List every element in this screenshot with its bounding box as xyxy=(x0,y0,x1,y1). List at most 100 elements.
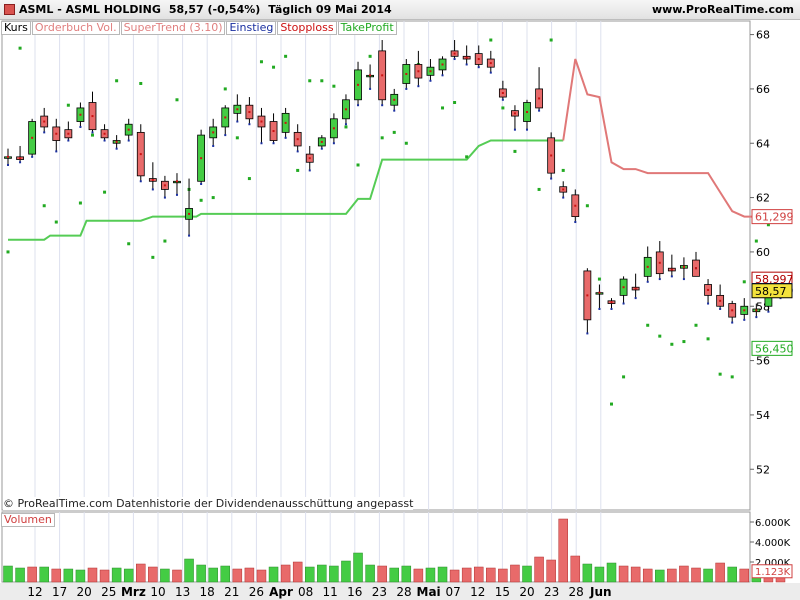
takeprofit-dot xyxy=(356,163,360,167)
stoploss-marker xyxy=(719,299,722,302)
entry-marker xyxy=(357,104,360,107)
y-tick-label: 54 xyxy=(756,409,770,422)
volume-tick-label: 6.000K xyxy=(755,518,791,529)
stoploss-marker xyxy=(429,70,432,73)
entry-marker xyxy=(139,180,142,183)
x-tick-label: 28 xyxy=(569,585,584,599)
stoploss-marker xyxy=(91,115,94,118)
legend-supertrend[interactable]: SuperTrend (3.10) xyxy=(120,21,226,35)
stoploss-marker xyxy=(332,127,335,130)
stoploss-marker xyxy=(344,108,347,111)
x-tick-label: 20 xyxy=(519,585,534,599)
volume-tick-label: 2.000K xyxy=(755,558,791,569)
stoploss-marker xyxy=(31,136,34,139)
takeprofit-dot xyxy=(259,60,263,64)
volume-bar xyxy=(546,559,556,583)
stoploss-marker xyxy=(574,204,577,207)
entry-marker xyxy=(670,275,673,278)
takeprofit-dot xyxy=(646,323,650,327)
stoploss-marker xyxy=(405,72,408,75)
takeprofit-dot xyxy=(513,149,517,153)
legend-stopploss[interactable]: Stopploss xyxy=(277,21,337,35)
stoploss-marker xyxy=(707,288,710,291)
x-tick-label: Apr xyxy=(269,585,293,599)
x-tick-label: 10 xyxy=(150,585,165,599)
stoploss-marker xyxy=(658,261,661,264)
takeprofit-dot xyxy=(453,101,457,104)
volume-bar xyxy=(739,568,750,583)
volume-bar xyxy=(703,568,713,583)
legend-einstieg[interactable]: Einstieg xyxy=(226,21,277,35)
legend-takeprofit[interactable]: TakeProfit xyxy=(337,21,397,35)
volume-bar xyxy=(401,565,412,583)
y-tick-label: 66 xyxy=(756,83,770,96)
stoploss-marker xyxy=(598,291,601,294)
entry-marker xyxy=(115,147,118,150)
takeprofit-dot xyxy=(501,106,505,110)
stoploss-marker xyxy=(284,121,287,124)
entry-marker xyxy=(43,131,46,134)
entry-marker xyxy=(441,74,444,77)
takeprofit-dot xyxy=(223,87,227,91)
stoploss-marker xyxy=(526,111,529,114)
stoploss-marker xyxy=(393,98,396,101)
entry-marker xyxy=(610,307,613,310)
copyright-note: © ProRealTime.com Datenhistorie der Divi… xyxy=(3,497,414,510)
volume-bar xyxy=(655,569,665,583)
price-change-label: 58,57 (-0,54%) xyxy=(168,3,261,16)
entry-marker xyxy=(91,131,94,134)
x-tick-label: 13 xyxy=(175,585,190,599)
volume-label[interactable]: Volumen xyxy=(1,513,55,527)
volume-bar xyxy=(498,568,508,583)
stoploss-marker xyxy=(7,155,9,158)
y-tick-label: 62 xyxy=(756,192,770,205)
stoploss-marker xyxy=(694,267,697,270)
volume-bar xyxy=(148,566,158,583)
entry-marker xyxy=(127,139,130,142)
stoploss-marker xyxy=(441,63,444,66)
stoploss-marker xyxy=(55,132,58,135)
stoploss-marker xyxy=(163,184,166,187)
stoploss-marker xyxy=(175,180,178,183)
chart-type-icon[interactable] xyxy=(4,4,15,15)
volume-bar xyxy=(534,556,544,583)
price-tag-box xyxy=(751,283,793,299)
volume-bar xyxy=(594,566,605,583)
indicator-legend: Kurs Orderbuch Vol. SuperTrend (3.10) Ei… xyxy=(1,21,398,35)
entry-marker xyxy=(417,85,420,88)
title-bar: ASML - ASML HOLDING 58,57 (-0,54%) Täglich… xyxy=(0,0,800,20)
volume-bar xyxy=(715,562,725,583)
volume-bar xyxy=(667,568,677,583)
takeprofit-dot xyxy=(18,46,22,50)
volume-bar xyxy=(413,568,424,583)
volume-bar xyxy=(377,565,387,583)
legend-orderbuch[interactable]: Orderbuch Vol. xyxy=(31,21,120,35)
stoploss-marker xyxy=(417,70,420,73)
price-tag-label: 56,450 xyxy=(755,342,794,355)
x-tick-label: 07 xyxy=(446,585,461,599)
legend-kurs[interactable]: Kurs xyxy=(1,21,31,35)
volume-bar xyxy=(232,568,243,583)
entry-marker xyxy=(574,221,577,224)
volume-bar xyxy=(27,566,37,583)
entry-marker xyxy=(646,280,649,283)
volume-bar xyxy=(365,564,375,583)
stoploss-marker xyxy=(188,212,191,215)
entry-marker xyxy=(707,302,710,305)
volume-bar xyxy=(305,566,315,583)
site-label[interactable]: www.ProRealTime.com xyxy=(651,3,794,16)
takeprofit-dot xyxy=(127,242,131,246)
y-tick-label: 64 xyxy=(756,137,770,150)
stoploss-marker xyxy=(139,153,142,156)
takeprofit-dot xyxy=(139,81,143,85)
entry-marker xyxy=(103,139,106,142)
x-tick-label: 21 xyxy=(224,585,239,599)
takeprofit-dot xyxy=(392,130,396,134)
stoploss-marker xyxy=(236,108,239,111)
takeprofit-dot xyxy=(308,79,312,83)
takeprofit-dot xyxy=(151,255,155,259)
stoploss-marker xyxy=(67,132,70,135)
stoploss-marker xyxy=(670,268,673,271)
stoploss-marker xyxy=(489,62,492,65)
